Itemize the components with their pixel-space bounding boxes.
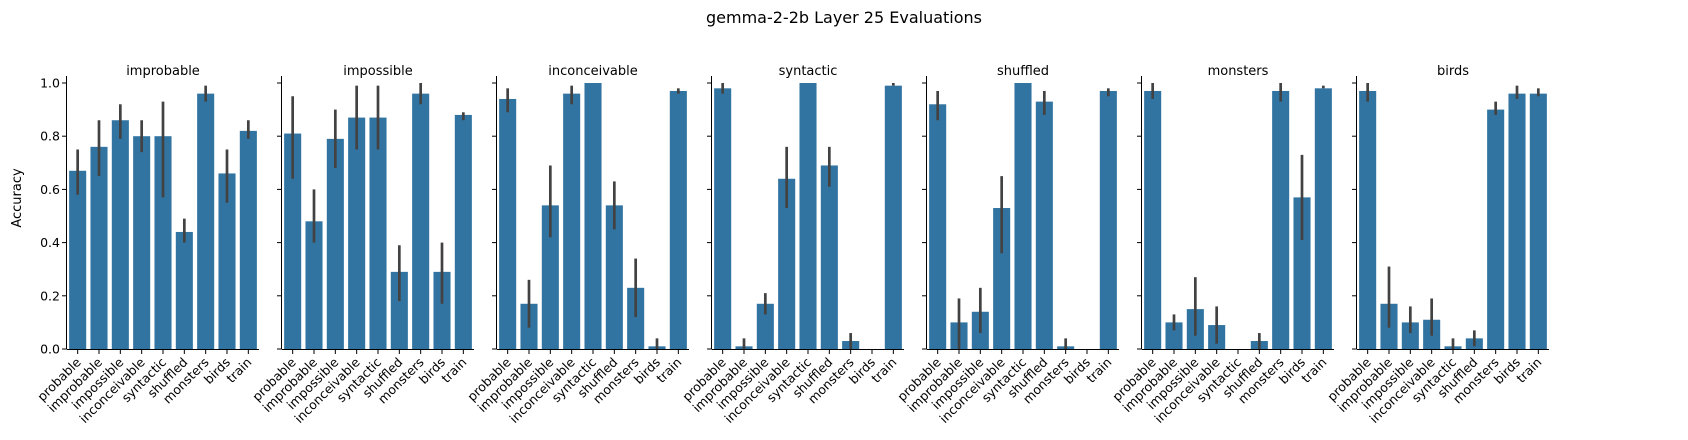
bar-train	[239, 130, 257, 349]
bar-syntactic	[799, 83, 817, 349]
bar-train	[669, 90, 687, 349]
subplot-grid: improbable0.00.20.40.60.81.0probableimpr…	[34, 64, 1549, 426]
x-tick-label-train: train	[868, 355, 899, 386]
bar-probable	[69, 170, 87, 349]
bar-monsters	[627, 287, 645, 349]
subplot-title: monsters	[1208, 64, 1269, 79]
y-axis-label: Accuracy	[10, 168, 25, 228]
bar-shuffled	[390, 271, 408, 349]
bar-shuffled	[605, 205, 623, 349]
bar-inconceivable	[133, 136, 151, 349]
bar-impossible	[541, 205, 559, 349]
bar-monsters	[1272, 90, 1290, 349]
bar-train	[1529, 93, 1547, 349]
bar-syntactic	[1014, 83, 1032, 349]
bar-probable	[1359, 90, 1377, 349]
bar-inconceivable	[778, 178, 796, 349]
y-tick-label: 0.0	[40, 342, 60, 357]
bar-monsters	[1487, 109, 1505, 349]
subplot-improbable: improbable0.00.20.40.60.81.0probableimpr…	[34, 64, 259, 426]
subplot-title: shuffled	[997, 64, 1049, 79]
x-tick-label-train: train	[653, 355, 684, 386]
bar-improbable	[1165, 322, 1183, 349]
x-tick-label-train: train	[1513, 355, 1544, 386]
bar-probable	[714, 88, 732, 349]
bar-impossible	[111, 120, 129, 350]
x-tick-label-train: train	[223, 355, 254, 386]
x-tick-label-train: train	[1083, 355, 1114, 386]
bar-probable	[929, 104, 947, 349]
y-tick-label: 1.0	[40, 76, 60, 91]
figure-title: gemma-2-2b Layer 25 Evaluations	[706, 8, 982, 27]
y-tick-label: 0.6	[40, 182, 60, 197]
bar-inconceivable	[563, 93, 581, 349]
bar-improbable	[90, 146, 108, 349]
bar-syntactic	[584, 83, 602, 349]
subplot-title: impossible	[343, 64, 413, 79]
bar-birds	[1508, 93, 1526, 349]
subplot-birds: birdsprobableimprobableimpossibleinconce…	[1324, 64, 1549, 426]
subplot-title: syntactic	[779, 64, 838, 79]
bar-probable	[284, 133, 302, 349]
bar-monsters	[412, 93, 430, 349]
bar-train	[884, 85, 902, 349]
bar-inconceivable	[348, 117, 366, 349]
bar-impossible	[756, 303, 774, 349]
subplot-title: birds	[1437, 64, 1469, 79]
subplot-syntactic: syntacticprobableimprobableimpossibleinc…	[679, 64, 904, 426]
subplot-inconceivable: inconceivableprobableimprobableimpossibl…	[464, 64, 689, 426]
subplot-shuffled: shuffledprobableimprobableimpossibleinco…	[894, 64, 1119, 426]
subplot-title: improbable	[126, 64, 200, 79]
bar-monsters	[197, 93, 215, 349]
bar-syntactic	[154, 136, 172, 349]
y-tick-label: 0.4	[40, 235, 60, 250]
bar-birds	[433, 271, 451, 349]
subplot-title: inconceivable	[548, 64, 637, 79]
bar-syntactic	[369, 117, 387, 349]
bar-train	[1099, 90, 1117, 349]
bar-train	[454, 114, 472, 349]
bar-shuffled	[175, 231, 193, 349]
bar-inconceivable	[993, 208, 1011, 349]
bar-impossible	[1401, 322, 1419, 349]
bar-impossible	[326, 138, 344, 349]
x-tick-label-train: train	[1298, 355, 1329, 386]
bar-probable	[499, 98, 517, 350]
bar-shuffled	[820, 165, 838, 349]
bar-probable	[1144, 90, 1162, 349]
x-tick-label-train: train	[438, 355, 469, 386]
subplot-impossible: impossibleprobableimprobableimpossiblein…	[249, 64, 474, 426]
bar-shuffled	[1035, 101, 1053, 350]
subplot-monsters: monstersprobableimprobableimpossibleinco…	[1109, 64, 1334, 426]
bar-birds	[1293, 197, 1311, 349]
y-tick-label: 0.2	[40, 288, 60, 303]
bar-improbable	[305, 221, 323, 349]
y-tick-label: 0.8	[40, 129, 60, 144]
bar-birds	[218, 173, 236, 349]
bar-train	[1314, 88, 1332, 349]
